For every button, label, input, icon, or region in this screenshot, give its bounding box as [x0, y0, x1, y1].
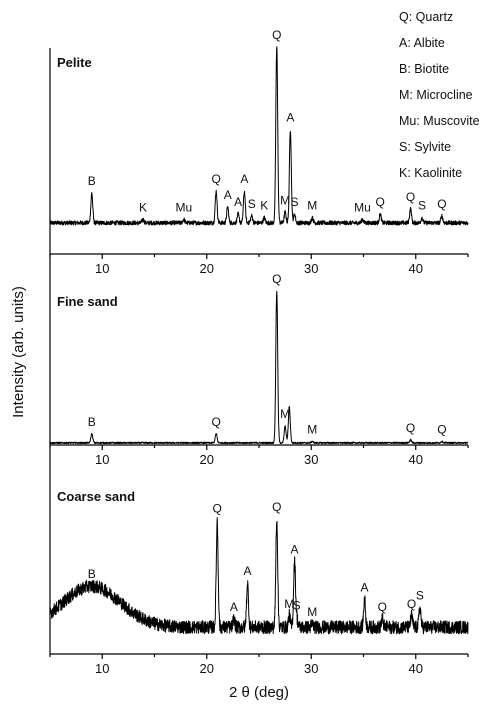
- peak-label: A: [243, 564, 251, 578]
- x-tick-label: 30: [304, 261, 318, 276]
- x-tick-label: 10: [95, 261, 109, 276]
- peak-label: Q: [272, 28, 281, 42]
- peak-label: A: [230, 600, 238, 614]
- peak-label: B: [88, 174, 96, 188]
- peak-label: B: [88, 567, 96, 581]
- legend-entry: Q: Quartz: [399, 10, 453, 24]
- x-tick-label: 20: [200, 261, 214, 276]
- peak-label: M: [307, 422, 317, 436]
- x-tick-label: 40: [409, 261, 423, 276]
- x-tick-label: 30: [304, 452, 318, 467]
- trace-1: [49, 290, 469, 445]
- peak-label: Q: [406, 421, 415, 435]
- peak-label: A: [360, 580, 368, 594]
- peak-label: S: [290, 195, 298, 209]
- legend-entry: K: Kaolinite: [399, 166, 462, 180]
- trace-2: [49, 517, 469, 635]
- peak-label: Mu: [354, 200, 371, 214]
- mineral-legend: Q: Quartz A: Albite B: Biotite M: Microc…: [399, 10, 480, 180]
- peak-label: K: [260, 199, 268, 213]
- peak-label: A: [240, 172, 248, 186]
- diffraction-traces: [49, 46, 469, 635]
- peak-label: M: [307, 605, 317, 619]
- peak-label: Q: [437, 422, 446, 436]
- x-tick-label: 20: [200, 452, 214, 467]
- peak-label: K: [139, 200, 147, 214]
- x-tick-marks: [49, 254, 469, 659]
- panel-title-pelite: Pelite: [57, 55, 92, 70]
- peak-label: Q: [212, 415, 221, 429]
- x-tick-label: 40: [409, 452, 423, 467]
- peak-label: Q: [378, 600, 387, 614]
- legend-entry: B: Biotite: [399, 62, 449, 76]
- panel-title-fine-sand: Fine sand: [57, 294, 118, 309]
- peak-label: A: [224, 188, 232, 202]
- legend-entry: M: Microcline: [399, 88, 473, 102]
- peak-label: S: [248, 197, 256, 211]
- legend-entry: S: Sylvite: [399, 140, 451, 154]
- peak-label: M: [280, 407, 290, 421]
- peak-label: M: [307, 199, 317, 213]
- peak-label: Q: [272, 272, 281, 286]
- peak-label: Mu: [175, 200, 192, 214]
- legend-entry: A: Albite: [399, 36, 445, 50]
- x-tick-label: 10: [95, 661, 109, 676]
- peak-label: Q: [407, 597, 416, 611]
- peak-label: Q: [213, 502, 222, 516]
- peak-label: M: [280, 193, 290, 207]
- peak-label: Q: [406, 190, 415, 204]
- peak-label: A: [290, 543, 298, 557]
- x-tick-label: 20: [200, 661, 214, 676]
- peak-label: S: [293, 598, 301, 612]
- peak-label: Q: [272, 500, 281, 514]
- peak-label: M: [284, 597, 294, 611]
- x-axis-title: 2 θ (deg): [229, 684, 289, 701]
- y-axis-title: Intensity (arb. units): [10, 286, 27, 418]
- peak-label: Q: [212, 172, 221, 186]
- x-tick-labels: 10 20 30 40 10 20 30 40 10 20 30 40: [95, 261, 423, 676]
- panel-title-coarse-sand: Coarse sand: [57, 489, 135, 504]
- x-tick-label: 40: [409, 661, 423, 676]
- peak-label: S: [418, 199, 426, 213]
- peak-label: B: [88, 415, 96, 429]
- peak-label: A: [286, 111, 294, 125]
- peak-label: Q: [376, 195, 385, 209]
- peak-label: Q: [437, 197, 446, 211]
- peak-label: A: [234, 195, 242, 209]
- legend-entry: Mu: Muscovite: [399, 114, 480, 128]
- trace-0: [49, 46, 469, 226]
- x-tick-label: 10: [95, 452, 109, 467]
- peak-label: S: [416, 589, 424, 603]
- x-tick-label: 30: [304, 661, 318, 676]
